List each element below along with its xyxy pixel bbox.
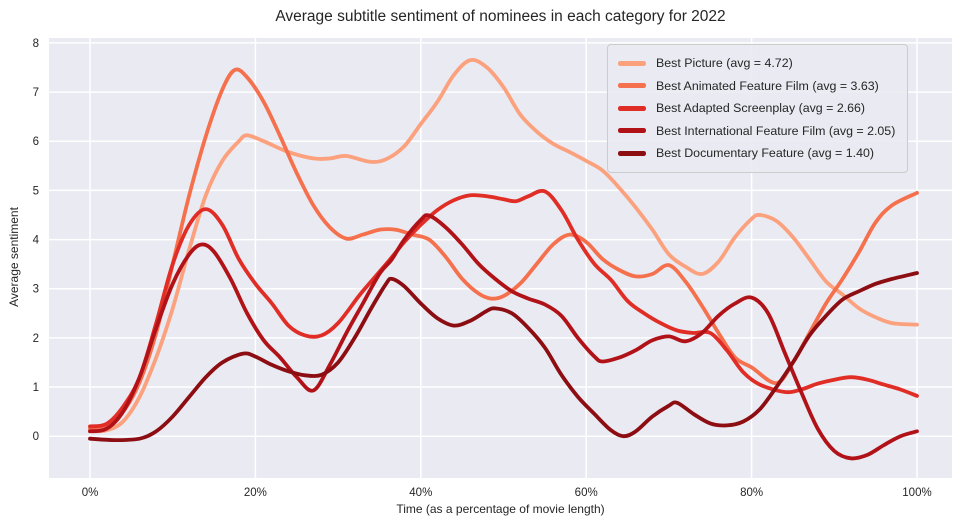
y-tick-label: 5 [33, 185, 39, 197]
legend-label: Best Picture (avg = 4.72) [656, 56, 793, 71]
y-tick-label: 4 [33, 235, 40, 247]
chart-title: Average subtitle sentiment of nominees i… [275, 8, 726, 25]
legend-item: Best Adapted Screenplay (avg = 2.66) [618, 97, 895, 120]
legend: Best Picture (avg = 4.72) Best Animated F… [607, 44, 909, 173]
y-axis-label: Average sentiment [7, 207, 21, 307]
y-tick-label: 3 [33, 284, 39, 296]
legend-item: Best Documentary Feature (avg = 1.40) [618, 142, 895, 165]
series-line-0 [88, 57, 919, 434]
legend-swatch-icon [618, 105, 646, 111]
y-tick-label: 6 [33, 136, 39, 148]
legend-swatch-icon [618, 83, 646, 89]
series-line-2 [88, 188, 919, 429]
x-tick-label: 20% [244, 487, 267, 499]
legend-item: Best Animated Feature Film (avg = 3.63) [618, 75, 895, 98]
legend-swatch-icon [618, 150, 646, 156]
x-axis-label: Time (as a percentage of movie length) [396, 502, 605, 516]
legend-item: Best Picture (avg = 4.72) [618, 52, 895, 75]
y-tick-label: 7 [33, 87, 39, 99]
y-tick-label: 2 [33, 333, 39, 345]
legend-item: Best International Feature Film (avg = 2… [618, 120, 895, 143]
legend-label: Best International Feature Film (avg = 2… [656, 123, 896, 138]
series-line-1 [88, 67, 919, 431]
y-tick-label: 8 [33, 38, 39, 50]
x-tick-label: 40% [409, 487, 432, 499]
y-tick-label: 0 [33, 431, 39, 443]
series-line-3 [88, 213, 919, 461]
x-tick-label: 80% [740, 487, 763, 499]
series-line-4 [88, 271, 919, 442]
legend-label: Best Animated Feature Film (avg = 3.63) [656, 78, 879, 93]
legend-label: Best Documentary Feature (avg = 1.40) [656, 146, 874, 161]
x-tick-label: 60% [575, 487, 598, 499]
legend-swatch-icon [618, 60, 646, 66]
legend-swatch-icon [618, 128, 646, 134]
legend-label: Best Adapted Screenplay (avg = 2.66) [656, 101, 866, 116]
x-tick-label: 100% [902, 487, 931, 499]
x-tick-label: 0% [82, 487, 99, 499]
y-tick-label: 1 [33, 382, 39, 394]
